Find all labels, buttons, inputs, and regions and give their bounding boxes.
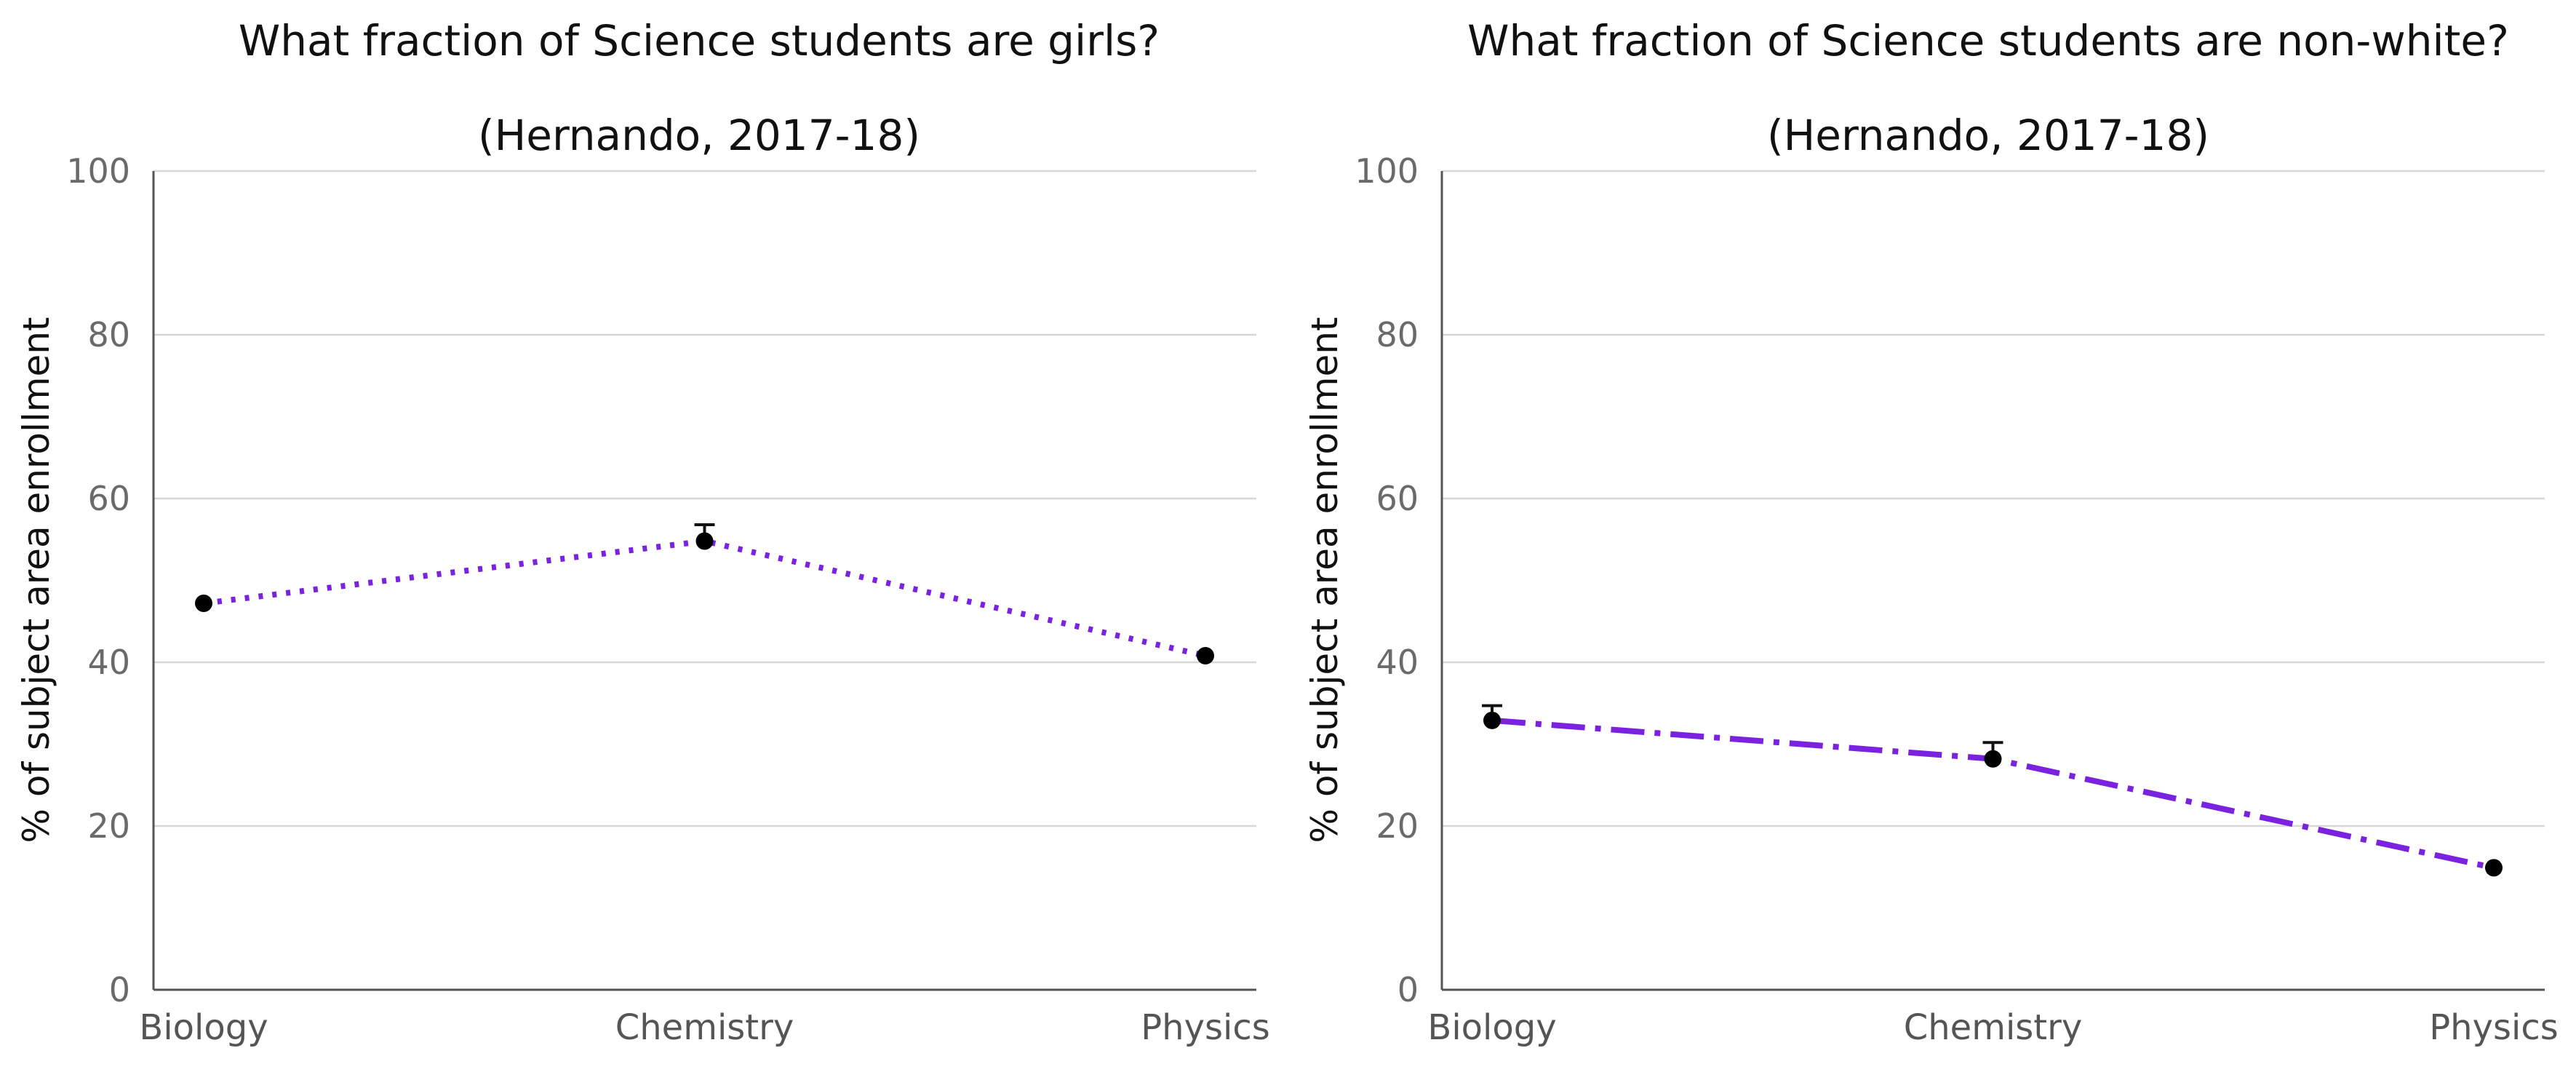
- y-tick-label: 60: [87, 479, 130, 518]
- y-tick-label: 60: [1376, 479, 1419, 518]
- x-tick-label: Chemistry: [615, 1007, 794, 1048]
- chart-title-line1: What fraction of Science students are gi…: [239, 16, 1160, 65]
- y-tick-label: 80: [1376, 315, 1419, 354]
- chart-title-line2: (Hernando, 2017-18): [478, 111, 920, 160]
- y-axis-label: % of subject area enrollment: [15, 317, 57, 843]
- y-tick-label: 40: [87, 643, 130, 682]
- chart-title-line2: (Hernando, 2017-18): [1767, 111, 2209, 160]
- x-tick-label: Physics: [2429, 1007, 2559, 1048]
- y-tick-label: 100: [1355, 151, 1419, 191]
- y-tick-label: 20: [87, 806, 130, 846]
- x-tick-label: Biology: [139, 1007, 268, 1048]
- data-point: [195, 595, 212, 612]
- data-point: [1483, 711, 1501, 729]
- chart-girls: What fraction of Science students are gi…: [15, 16, 1270, 1048]
- y-tick-label: 40: [1376, 643, 1419, 682]
- chart-nonwhite: What fraction of Science students are no…: [1304, 16, 2559, 1048]
- x-tick-label: Biology: [1427, 1007, 1556, 1048]
- plot-area: 0 20 40 60 80 100 Biology Chemistry Physics: [1355, 151, 2559, 1048]
- x-tick-label: Physics: [1141, 1007, 1270, 1048]
- data-point: [695, 532, 714, 550]
- x-tick-label: Chemistry: [1904, 1007, 2083, 1048]
- y-tick-label: 0: [1397, 970, 1419, 1009]
- plot-area: 0 20 40 60 80 100 Biology Chemistry Physics: [66, 151, 1270, 1048]
- series-line: [203, 538, 1206, 659]
- chart-title-line1: What fraction of Science students are no…: [1467, 16, 2509, 65]
- y-tick-label: 80: [87, 315, 130, 354]
- y-tick-label: 100: [66, 151, 130, 191]
- data-point: [2485, 859, 2503, 877]
- data-point: [1984, 750, 2002, 768]
- y-tick-label: 20: [1376, 806, 1419, 846]
- data-point: [1197, 647, 1214, 664]
- y-axis-label: % of subject area enrollment: [1304, 317, 1346, 843]
- y-tick-label: 0: [109, 970, 130, 1009]
